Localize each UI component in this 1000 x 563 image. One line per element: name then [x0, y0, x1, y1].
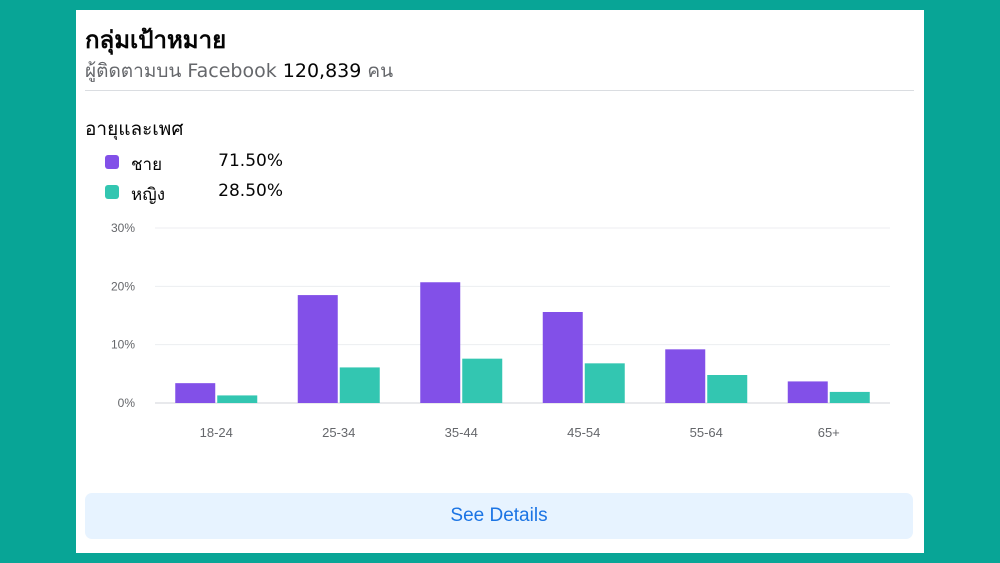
follower-summary-prefix: ผู้ติดตามบน Facebook — [85, 60, 277, 82]
bar-female-18-24 — [217, 395, 258, 403]
x-tick-label: 25-34 — [322, 425, 355, 440]
bar-male-25-34 — [297, 295, 338, 403]
y-tick-label: 0% — [118, 396, 136, 410]
legend-label-female: หญิง — [131, 185, 165, 205]
x-tick-label: 45-54 — [567, 425, 600, 440]
follower-summary-suffix: คน — [367, 60, 394, 82]
x-tick-label: 55-64 — [690, 425, 723, 440]
bar-female-45-54 — [584, 363, 625, 403]
y-tick-label: 30% — [111, 221, 135, 235]
legend-swatch-male — [105, 155, 119, 169]
bar-female-25-34 — [339, 367, 380, 403]
legend-swatch-female — [105, 185, 119, 199]
age-gender-bar-chart: 0% 10% 20% 30% 18-24 25-34 35-44 45-54 55-64 65+ — [111, 221, 890, 440]
legend-percent-female: 28.50% — [218, 181, 283, 201]
card-title: กลุ่มเป้าหมาย — [85, 26, 227, 54]
legend-label-male: ชาย — [131, 155, 163, 175]
bar-female-65+ — [829, 391, 870, 403]
section-title: อายุและเพศ — [85, 118, 184, 140]
x-tick-label: 35-44 — [445, 425, 478, 440]
bar-female-55-64 — [707, 375, 748, 403]
legend-percent-male: 71.50% — [218, 151, 283, 171]
bar-male-45-54 — [542, 312, 583, 403]
bar-male-35-44 — [420, 282, 461, 403]
bar-male-55-64 — [665, 349, 706, 403]
x-tick-label: 18-24 — [200, 425, 233, 440]
audience-card: กลุ่มเป้าหมาย ผู้ติดตามบน Facebook 120,8… — [76, 10, 924, 553]
bar-male-18-24 — [175, 383, 216, 403]
y-tick-label: 10% — [111, 338, 135, 352]
see-details-button[interactable]: See Details — [85, 493, 913, 539]
follower-count: 120,839 — [282, 60, 362, 82]
follower-summary: ผู้ติดตามบน Facebook 120,839 คน — [85, 56, 393, 86]
x-tick-label: 65+ — [818, 425, 840, 440]
bar-male-65+ — [787, 381, 828, 403]
y-tick-label: 20% — [111, 279, 135, 293]
divider — [85, 90, 914, 91]
bar-female-35-44 — [462, 358, 503, 403]
